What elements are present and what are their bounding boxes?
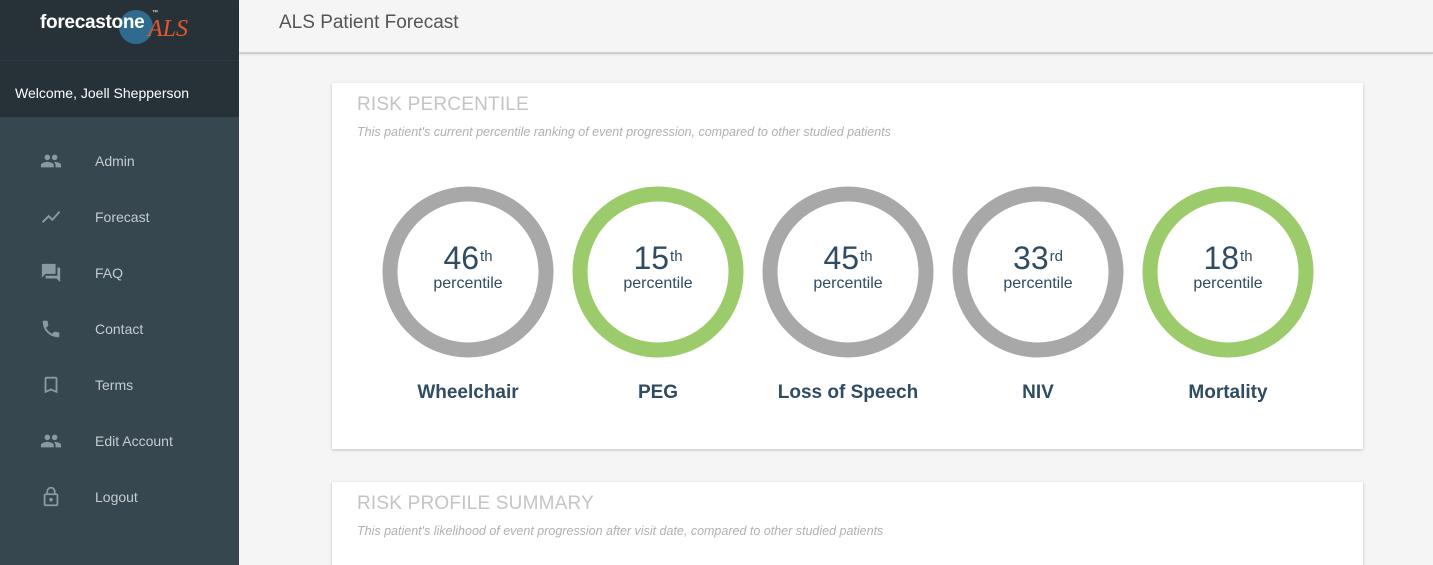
percentile-item-mortality: 18th percentile Mortality	[1142, 186, 1314, 403]
percentile-number: 18	[1203, 240, 1240, 276]
percentile-number: 45	[823, 240, 860, 276]
percentile-suffix: th	[1240, 248, 1253, 265]
welcome-text: Welcome, Joell Shepperson	[0, 60, 239, 117]
percentile-suffix: rd	[1049, 248, 1063, 265]
brand-bar: forecastone ™ ALS	[0, 0, 239, 60]
percentile-value: 15th	[572, 242, 744, 274]
logo[interactable]: forecastone ™ ALS	[40, 10, 210, 44]
top-header: ALS Patient Forecast	[239, 0, 1433, 54]
ring-stroke	[952, 186, 1124, 358]
forum-icon	[40, 262, 62, 284]
percentile-ring: 18th percentile	[1142, 186, 1314, 358]
percentile-value: 45th	[762, 242, 934, 274]
card-title: RISK PROFILE SUMMARY	[357, 493, 594, 514]
card-subtitle: This patient's current percentile rankin…	[357, 125, 891, 139]
ring-stroke	[1142, 186, 1314, 358]
percentile-unit: percentile	[623, 275, 693, 292]
percentile-unit: percentile	[1193, 275, 1263, 292]
percentile-ring: 45th percentile	[762, 186, 934, 358]
percentile-number: 46	[443, 240, 480, 276]
sidebar-item-logout[interactable]: Logout	[0, 469, 239, 525]
sidebar-item-forecast[interactable]: Forecast	[0, 189, 239, 245]
sidebar-item-label: Forecast	[95, 209, 150, 225]
percentile-suffix: th	[480, 248, 493, 265]
sidebar: forecastone ™ ALS Welcome, Joell Shepper…	[0, 0, 239, 565]
percentile-label: Wheelchair	[417, 382, 519, 403]
sidebar-item-label: Contact	[95, 321, 144, 337]
percentile-number: 15	[633, 240, 670, 276]
percentile-item-loss-of-speech: 45th percentile Loss of Speech	[762, 186, 934, 403]
percentile-item-wheelchair: 46th percentile Wheelchair	[382, 186, 554, 403]
percentile-unit: percentile	[1003, 275, 1073, 292]
ring-stroke	[572, 186, 744, 358]
bookmark-icon	[40, 374, 62, 396]
percentile-suffix: th	[860, 248, 873, 265]
percentile-suffix: th	[670, 248, 683, 265]
percentile-label: Loss of Speech	[777, 382, 919, 403]
sidebar-item-terms[interactable]: Terms	[0, 357, 239, 413]
percentile-label: NIV	[1022, 382, 1054, 403]
people-icon	[40, 430, 62, 452]
ring-stroke	[762, 186, 934, 358]
sidebar-item-label: Terms	[95, 377, 134, 393]
card-subtitle: This patient's likelihood of event progr…	[357, 524, 884, 538]
sidebar-nav: Admin Forecast FAQ Contact Terms	[0, 117, 239, 525]
sidebar-item-label: Admin	[95, 153, 135, 169]
percentile-item-niv: 33rd percentile NIV	[952, 186, 1124, 403]
people-icon	[40, 150, 62, 172]
percentile-value: 18th	[1142, 242, 1314, 274]
risk-profile-card: RISK PROFILE SUMMARY This patient's like…	[332, 482, 1363, 565]
logo-circle-icon	[119, 10, 153, 44]
sidebar-item-label: Edit Account	[95, 433, 173, 449]
logo-trademark: ™	[152, 10, 158, 16]
sidebar-item-admin[interactable]: Admin	[0, 133, 239, 189]
percentile-ring: 33rd percentile	[952, 186, 1124, 358]
percentile-value: 46th	[382, 242, 554, 274]
percentile-label: PEG	[637, 382, 679, 403]
percentile-unit: percentile	[433, 275, 503, 292]
percentile-value: 33rd	[952, 242, 1124, 274]
ring-stroke	[382, 186, 554, 358]
phone-icon	[40, 318, 62, 340]
percentile-ring: 46th percentile	[382, 186, 554, 358]
percentile-unit: percentile	[813, 275, 883, 292]
percentile-item-peg: 15th percentile PEG	[572, 186, 744, 403]
lock-icon	[40, 486, 62, 508]
percentile-label: Mortality	[1188, 382, 1268, 403]
sidebar-item-label: Logout	[95, 489, 138, 505]
risk-percentile-card: RISK PERCENTILE This patient's current p…	[332, 83, 1363, 449]
percentile-number: 33	[1013, 240, 1049, 276]
sidebar-item-edit-account[interactable]: Edit Account	[0, 413, 239, 469]
sidebar-item-contact[interactable]: Contact	[0, 301, 239, 357]
logo-name: forecastone	[40, 12, 145, 33]
card-title: RISK PERCENTILE	[357, 94, 529, 115]
sidebar-item-label: FAQ	[95, 265, 124, 281]
page-title: ALS Patient Forecast	[279, 12, 459, 33]
sidebar-item-faq[interactable]: FAQ	[0, 245, 239, 301]
trending-icon	[40, 206, 62, 228]
percentile-ring: 15th percentile	[572, 186, 744, 358]
logo-suffix: ALS	[148, 16, 189, 42]
